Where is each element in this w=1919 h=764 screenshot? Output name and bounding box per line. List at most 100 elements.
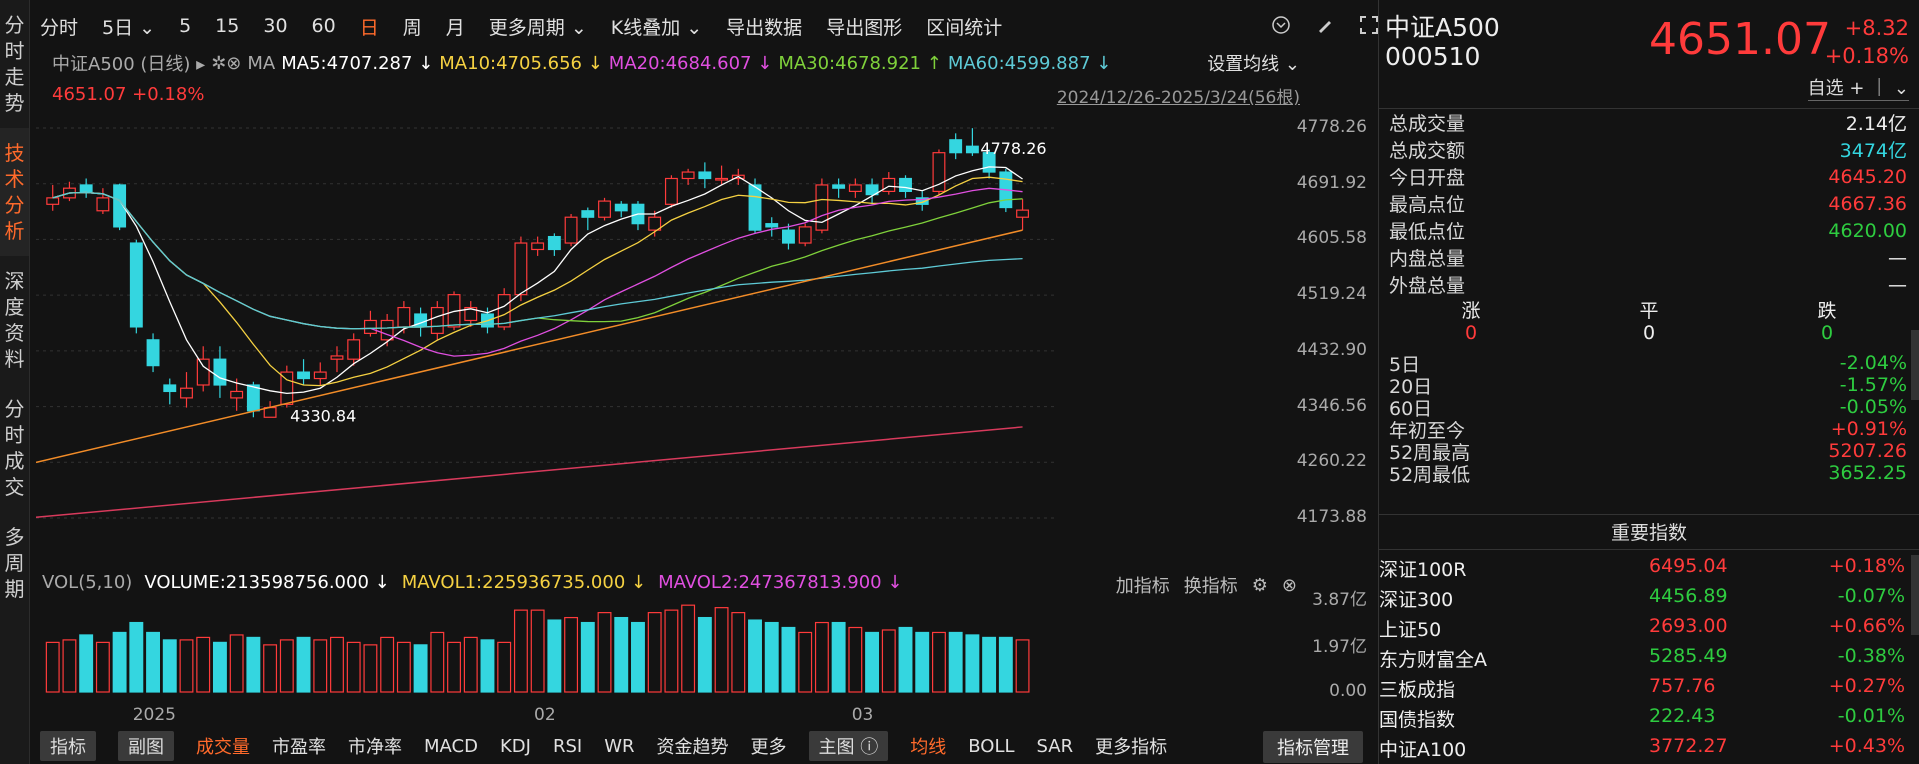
period-tab-13[interactable]: 区间统计 — [926, 16, 1003, 39]
period-tab-7[interactable]: 周 — [402, 16, 422, 39]
x-tick-label: 03 — [852, 705, 874, 725]
perf-value: 5207.26 — [1828, 440, 1907, 462]
y-tick-label: 4519.24 — [1296, 284, 1367, 305]
side-tab-3[interactable]: 分时成交 — [0, 384, 29, 512]
scrollbar[interactable] — [1911, 330, 1919, 400]
collapse-icon[interactable] — [1268, 12, 1294, 38]
ma5-value: MA5:4707.287 ↓ — [281, 52, 434, 74]
candle — [882, 177, 896, 193]
indicator-tab-0[interactable]: 指标 — [40, 731, 96, 761]
indicator-tab-6[interactable]: KDJ — [499, 735, 531, 757]
stat-label: 最高点位 — [1389, 194, 1466, 216]
close-icon[interactable]: ⊗ — [1281, 574, 1297, 596]
settings-icon[interactable]: ✲⊗ — [211, 52, 242, 74]
side-tab-0[interactable]: 分时走势 — [0, 0, 29, 128]
period-tab-2[interactable]: 5 — [179, 15, 192, 37]
volume-bar — [430, 631, 445, 693]
side-tab-1[interactable]: 技术分析 — [0, 128, 29, 256]
candle — [347, 339, 361, 360]
ma20-value: MA20:4684.607 ↓ — [608, 52, 773, 74]
indicator-tab-13[interactable]: BOLL — [968, 735, 1015, 757]
side-tab-4[interactable]: 多周期 — [0, 512, 29, 614]
index-row[interactable]: 三板成指 757.76 +0.27% — [1379, 672, 1919, 702]
index-row[interactable]: 中证A100 3772.27 +0.43% — [1379, 732, 1919, 762]
candle — [899, 177, 912, 193]
candlestick-chart[interactable]: 4778.26 4330.84 — [36, 118, 1236, 548]
ma10-line — [52, 176, 1023, 387]
chart-title[interactable]: 中证A500 (日线) ▸ — [52, 54, 206, 75]
mavol1-value: MAVOL1:225936735.000 ↓ — [401, 572, 647, 593]
indicator-tab-12[interactable]: 均线 — [910, 737, 947, 758]
candle — [664, 177, 678, 205]
volume-bar — [814, 621, 829, 693]
indicator-tab-3[interactable]: 市盈率 — [272, 737, 326, 758]
ma-legend: 中证A500 (日线) ▸ ✲⊗ MA MA5:4707.287 ↓ MA10:… — [52, 50, 1117, 76]
period-tab-1[interactable]: 5日 ⌄ — [102, 16, 156, 39]
set-ma-button[interactable]: 设置均线 ⌄ — [1207, 54, 1300, 75]
side-tab-2[interactable]: 深度资料 — [0, 256, 29, 384]
candle — [815, 184, 829, 231]
period-tab-8[interactable]: 月 — [445, 16, 465, 39]
index-row[interactable]: 国债指数 222.43 -0.01% — [1379, 702, 1919, 732]
index-row[interactable]: 东方财富全A 5285.49 -0.38% — [1379, 642, 1919, 672]
indicator-tab-5[interactable]: MACD — [424, 735, 478, 757]
indicator-tab-11[interactable]: 主图 ⓘ — [808, 731, 889, 761]
side-tab-char: 分 — [4, 397, 25, 421]
indices-scrollbar[interactable] — [1911, 555, 1919, 635]
gear-icon[interactable]: ⚙ — [1251, 574, 1268, 596]
period-tab-6[interactable]: 日 — [359, 16, 379, 39]
candle — [113, 184, 127, 228]
period-tab-4[interactable]: 30 — [263, 15, 288, 37]
add-watchlist-button[interactable]: 自选 + ｜ ⌄ — [1807, 74, 1909, 101]
candle — [915, 197, 929, 205]
flat-label: 平 — [1639, 300, 1659, 322]
indicator-tab-14[interactable]: SAR — [1036, 735, 1074, 757]
period-tab-3[interactable]: 15 — [215, 15, 240, 37]
candle — [330, 355, 344, 360]
indicator-tab-1[interactable]: 副图 — [118, 731, 174, 761]
period-tab-0[interactable]: 分时 — [40, 16, 79, 39]
x-axis: 2025 02 03 — [133, 705, 874, 725]
index-price: 4456.89 — [1649, 585, 1728, 607]
performance-table: 5日 -2.04% 20日 -1.57% 60日 -0.05% 年初至今 +0.91% 52周最… — [1379, 352, 1919, 486]
perf-value: -0.05% — [1839, 396, 1907, 418]
perf-row: 52周最高 5207.26 — [1379, 440, 1919, 464]
indicator-tab-10[interactable]: 更多 — [750, 737, 787, 758]
indicator-tab-4[interactable]: 市净率 — [348, 737, 402, 758]
volume-indicator-tools: 加指标 换指标 ⚙ ⊗ — [1116, 572, 1297, 598]
y-tick-label: 4173.88 — [1296, 507, 1367, 527]
perf-value: -1.57% — [1839, 374, 1907, 396]
switch-indicator-button[interactable]: 换指标 — [1183, 576, 1238, 597]
volume-bar — [497, 641, 512, 693]
change-amount: +8.32 — [1844, 16, 1909, 40]
index-row[interactable]: 深证100R 6495.04 +0.18% — [1379, 552, 1919, 582]
draw-pen-icon[interactable] — [1312, 12, 1338, 38]
indicator-tab-9[interactable]: 资金趋势 — [656, 737, 729, 758]
index-row[interactable]: 上证50 2693.00 +0.66% — [1379, 612, 1919, 642]
candle — [464, 306, 478, 322]
down-count: 0 — [1820, 322, 1834, 344]
indicator-tab-2[interactable]: 成交量 — [196, 737, 250, 758]
period-tab-9[interactable]: 更多周期 ⌄ — [488, 16, 587, 39]
stat-row: 总成交量 2.14亿 — [1379, 109, 1919, 136]
add-indicator-button[interactable]: 加指标 — [1115, 576, 1170, 597]
indicator-tab-15[interactable]: 更多指标 — [1095, 737, 1168, 758]
down-label: 跌 — [1817, 300, 1837, 322]
y-tick-label: 4691.92 — [1296, 172, 1367, 193]
index-row[interactable]: 深证300 4456.89 -0.07% — [1379, 582, 1919, 612]
period-tab-11[interactable]: 导出数据 — [726, 16, 803, 39]
period-tab-12[interactable]: 导出图形 — [826, 16, 903, 39]
indicator-management-button[interactable]: 指标管理 — [1263, 731, 1363, 763]
volume-bar — [865, 631, 880, 693]
perf-label: 52周最低 — [1389, 463, 1471, 486]
date-range[interactable]: 2024/12/26-2025/3/24(56根) — [1056, 88, 1300, 108]
candle — [380, 319, 394, 341]
volume-chart[interactable] — [36, 590, 1236, 696]
indicator-tab-8[interactable]: WR — [604, 735, 635, 757]
period-tab-5[interactable]: 60 — [311, 15, 336, 37]
index-name: 上证50 — [1379, 619, 1442, 641]
fullscreen-icon[interactable] — [1356, 12, 1382, 38]
indicator-tab-7[interactable]: RSI — [552, 735, 583, 757]
stat-row: 今日开盘 4645.20 — [1379, 163, 1919, 190]
period-tab-10[interactable]: K线叠加 ⌄ — [610, 16, 703, 39]
